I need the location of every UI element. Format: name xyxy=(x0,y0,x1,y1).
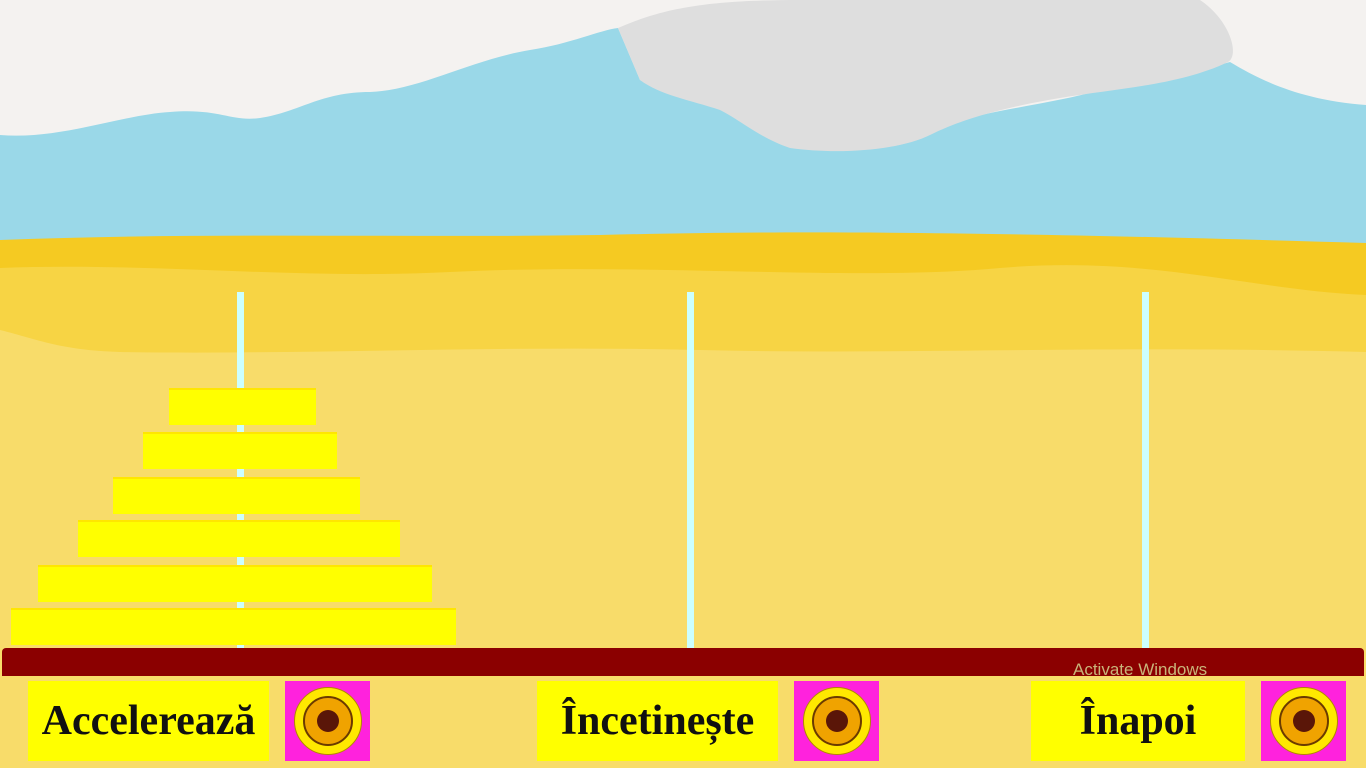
cloud xyxy=(618,0,1233,152)
accelerate-button[interactable]: Accelerează xyxy=(28,681,370,761)
tower-base xyxy=(2,648,1364,676)
peg-middle[interactable] xyxy=(687,292,694,650)
accelerate-target-icon[interactable] xyxy=(285,681,370,761)
slowdown-button[interactable]: Încetinește xyxy=(537,681,879,761)
disk-2[interactable] xyxy=(143,432,337,469)
disk-6[interactable] xyxy=(11,608,456,645)
blue-sky xyxy=(0,28,1366,250)
peg-left[interactable] xyxy=(237,292,244,650)
accelerate-label[interactable]: Accelerează xyxy=(28,681,269,761)
back-label[interactable]: Înapoi xyxy=(1031,681,1245,761)
peg-right[interactable] xyxy=(1142,292,1149,650)
slowdown-target-icon[interactable] xyxy=(794,681,879,761)
disk-5[interactable] xyxy=(38,565,432,602)
disk-1[interactable] xyxy=(169,388,316,425)
disk-4[interactable] xyxy=(78,520,400,557)
activate-windows-watermark: Activate Windows xyxy=(1073,660,1208,679)
back-button[interactable]: Înapoi xyxy=(1031,681,1346,761)
back-target-icon[interactable] xyxy=(1261,681,1346,761)
disk-3[interactable] xyxy=(113,477,360,514)
slowdown-label[interactable]: Încetinește xyxy=(537,681,778,761)
